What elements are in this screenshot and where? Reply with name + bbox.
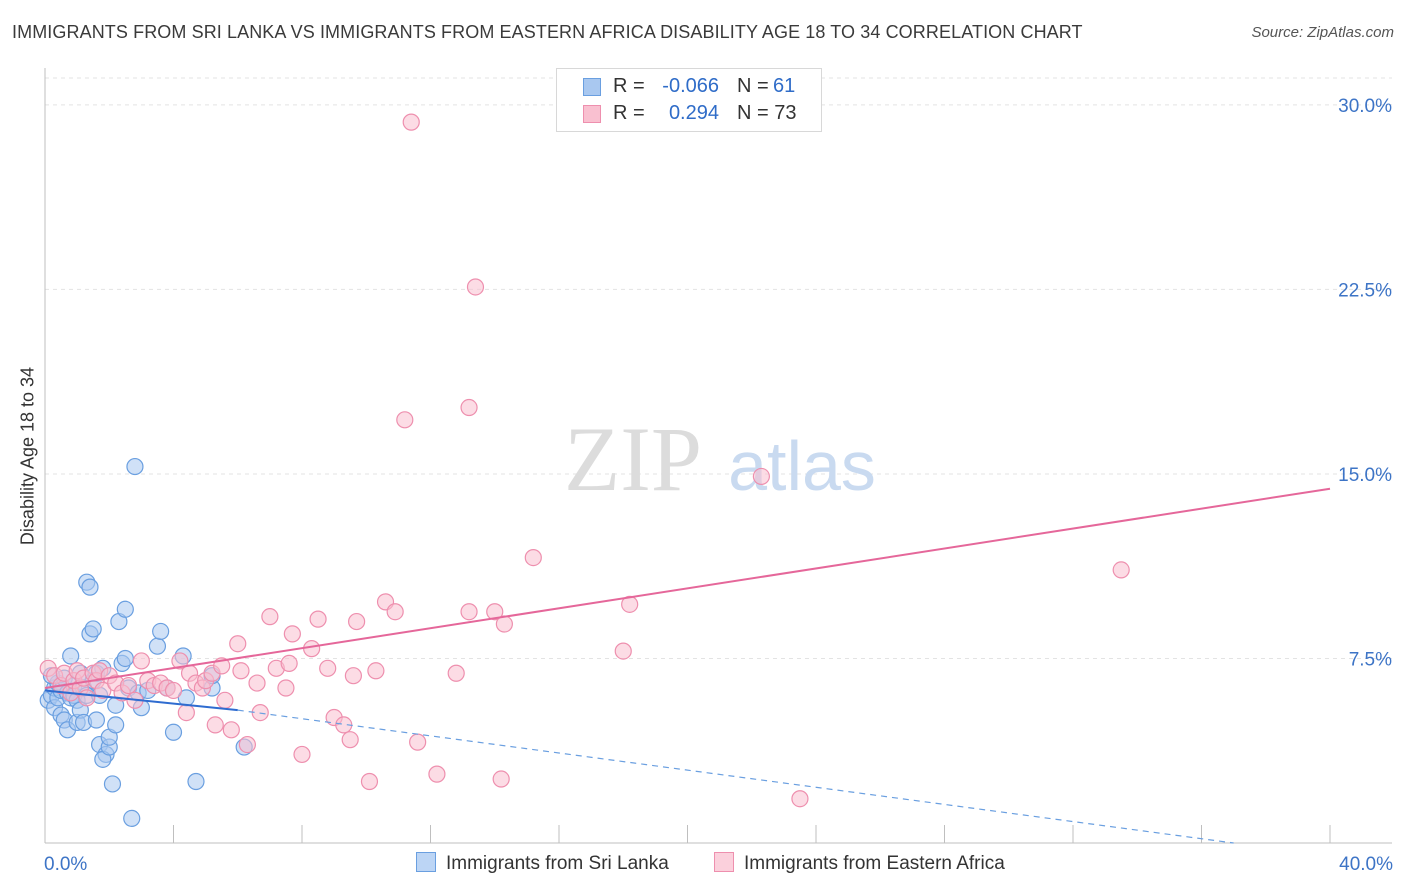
x-tick-label-min: 0.0% [44,854,87,875]
point-eastern-africa [222,721,240,739]
point-sri-lanka [116,649,134,668]
y-tick-label: 15.0% [1338,465,1392,486]
point-sri-lanka [103,775,122,793]
point-eastern-africa [344,667,362,685]
point-sri-lanka [152,622,170,641]
point-sri-lanka [81,578,99,596]
point-sri-lanka [123,809,141,827]
point-eastern-africa [177,704,195,722]
point-eastern-africa [94,681,112,700]
point-eastern-africa [283,625,301,643]
point-eastern-africa [752,467,770,486]
watermark: ZIP atlas [564,408,876,510]
point-sri-lanka [164,723,183,741]
point-eastern-africa [360,772,379,791]
point-sri-lanka [116,600,134,618]
chart-title: IMMIGRANTS FROM SRI LANKA VS IMMIGRANTS … [12,22,1083,42]
point-eastern-africa [293,745,311,764]
point-sri-lanka [62,647,80,665]
point-eastern-africa [367,662,385,680]
point-sri-lanka [126,457,144,476]
legend-n-value: 61 [773,75,796,97]
point-eastern-africa [132,652,150,670]
point-eastern-africa [78,689,96,707]
legend-n-label: N = [737,75,769,97]
point-eastern-africa [248,674,266,692]
trend-lines [44,487,1331,844]
watermark-atlas: atlas [728,427,876,505]
y-axis-label: Disability Age 18 to 34 [17,366,38,546]
bottom-legend-label-sri-lanka: Immigrants from Sri Lanka [446,853,669,874]
point-eastern-africa [303,640,321,658]
bottom-legend-eastern-africa: Immigrants from Eastern Africa [714,852,1005,875]
point-eastern-africa [486,603,504,621]
legend-r-label: R = [613,102,645,124]
legend-r-value: 0.294 [668,102,719,124]
point-sri-lanka [87,711,106,729]
point-eastern-africa [171,652,189,670]
point-eastern-africa [614,642,632,660]
point-eastern-africa [232,662,250,680]
legend-row-sri-lanka: R = -0.066 N = 61 [557,74,821,100]
point-sri-lanka [148,637,167,655]
legend-n-label: N = 73 [737,102,797,124]
point-eastern-africa [460,398,478,417]
point-eastern-africa [428,765,446,783]
trend-line-eastern-africa [44,487,1331,689]
point-eastern-africa [206,716,224,734]
point-eastern-africa [396,411,414,429]
point-eastern-africa [524,549,542,567]
point-eastern-africa [164,681,183,700]
point-eastern-africa [348,612,366,631]
point-eastern-africa [229,635,247,653]
point-eastern-africa [466,278,485,296]
point-eastern-africa [341,731,359,749]
point-eastern-africa [261,608,279,626]
point-eastern-africa [216,691,234,709]
point-eastern-africa [460,603,478,621]
point-sri-lanka [84,620,102,638]
point-sri-lanka [107,716,125,734]
bottom-legend-label-eastern-africa: Immigrants from Eastern Africa [744,853,1005,874]
legend-row-eastern-africa: R = 0.294 N = 73 [557,101,821,127]
point-eastern-africa [492,770,510,788]
x-tick-label-max: 40.0% [1339,854,1393,875]
grid-lines [45,77,1392,659]
x-tick-labels: 0.0% 40.0% [44,854,1393,875]
y-tick-label: 22.5% [1338,280,1392,301]
correlation-legend: R = -0.066 N = 61 R = 0.294 N = 73 [556,68,822,132]
y-tick-label: 30.0% [1338,96,1392,117]
source-label: Source: ZipAtlas.com [1251,24,1394,41]
legend-r-label: R = [613,75,645,97]
point-eastern-africa [386,603,404,621]
point-eastern-africa [319,659,337,677]
trend-line-sri-lanka-extension [237,709,1234,844]
y-tick-label: 7.5% [1349,649,1392,670]
legend-r-value: -0.066 [662,75,719,97]
bottom-legend-swatch-sri-lanka [416,852,436,872]
point-eastern-africa [402,113,420,131]
point-eastern-africa [280,654,298,672]
trend-line-sri-lanka [44,689,238,712]
bottom-legend-swatch-eastern-africa [714,852,734,872]
y-tick-labels: 7.5% 15.0% 22.5% 30.0% [1338,96,1392,671]
point-sri-lanka [187,772,205,791]
axes [44,68,1392,844]
point-eastern-africa [238,735,256,754]
legend-swatch-sri-lanka [583,78,601,96]
point-eastern-africa [277,679,295,697]
point-eastern-africa [119,676,138,695]
legend-swatch-eastern-africa [583,105,601,123]
point-eastern-africa [1112,561,1130,579]
point-eastern-africa [309,610,327,628]
bottom-legend-sri-lanka: Immigrants from Sri Lanka [416,852,669,875]
point-eastern-africa [409,733,427,751]
point-eastern-africa [791,790,809,808]
point-eastern-africa [447,664,465,682]
watermark-zip: ZIP [564,408,702,510]
